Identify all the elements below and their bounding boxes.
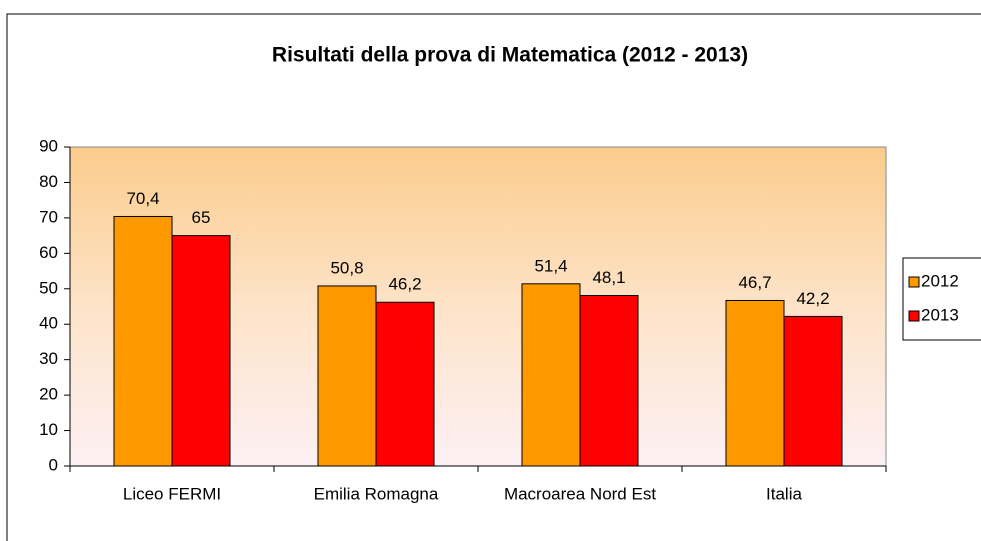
bar xyxy=(171,235,231,467)
y-tick-label: 0 xyxy=(49,455,58,474)
bar xyxy=(579,295,639,467)
chart-title: Risultati della prova di Matematica (201… xyxy=(272,44,748,67)
bar xyxy=(317,285,377,467)
y-tick-label: 20 xyxy=(39,385,58,404)
y-tick-label: 50 xyxy=(39,278,58,297)
y-tick-label: 30 xyxy=(39,349,58,368)
x-tick-label: Emilia Romagna xyxy=(314,484,439,503)
value-label: 50,8 xyxy=(330,258,363,277)
legend-box xyxy=(902,257,981,341)
x-tick-label: Macroarea Nord Est xyxy=(504,484,656,503)
value-label: 51,4 xyxy=(534,256,567,275)
bar xyxy=(375,301,435,467)
legend-label: 2012 xyxy=(921,271,959,290)
x-tick-label: Liceo FERMI xyxy=(123,484,221,503)
value-label: 46,7 xyxy=(738,273,771,292)
value-label: 42,2 xyxy=(796,289,829,308)
chart-border xyxy=(6,13,981,541)
y-tick-label: 70 xyxy=(39,207,58,226)
legend-swatch xyxy=(908,276,920,288)
y-tick-label: 40 xyxy=(39,314,58,333)
y-tick-label: 90 xyxy=(39,136,58,155)
y-tick-label: 60 xyxy=(39,243,58,262)
bar xyxy=(725,299,785,467)
bar xyxy=(113,215,173,467)
x-tick-label: Italia xyxy=(766,484,802,503)
value-label: 48,1 xyxy=(592,268,625,287)
legend-swatch xyxy=(908,310,920,322)
y-tick-label: 80 xyxy=(39,172,58,191)
bar xyxy=(783,315,843,467)
value-label: 70,4 xyxy=(126,189,159,208)
value-label: 65 xyxy=(192,208,211,227)
value-label: 46,2 xyxy=(388,275,421,294)
legend-label: 2013 xyxy=(921,305,959,324)
y-tick-label: 10 xyxy=(39,420,58,439)
bar xyxy=(521,283,581,467)
